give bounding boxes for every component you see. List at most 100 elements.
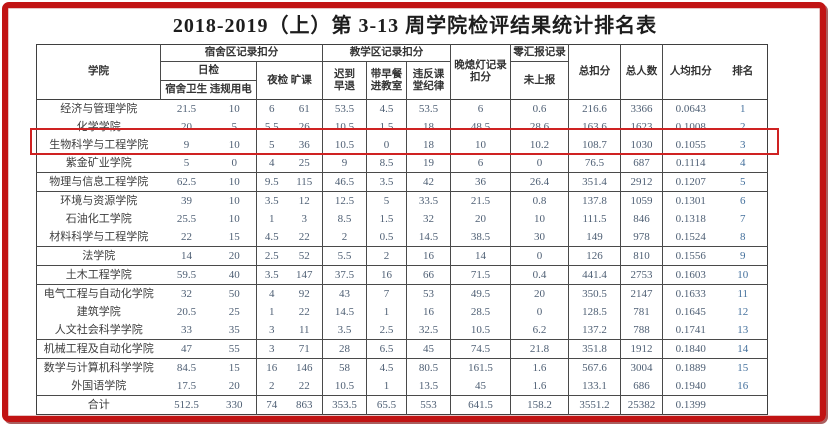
value-cell: 32.5 [406, 321, 452, 340]
value-cell: 15 [212, 358, 257, 377]
value-cell: 40 [212, 265, 257, 285]
value-cell: 35 [212, 321, 257, 340]
value-cell: 0.1114 [662, 154, 719, 173]
value-cell: 2 [322, 228, 367, 247]
table-row: 数学与计算机科学学院 84.5 15 16 146 58 4.5 80.5 161.5 1.6 56… [37, 358, 768, 377]
value-cell: 28.5 [450, 303, 512, 321]
value-cell: 1.6 [510, 377, 570, 396]
value-cell: 147 [286, 265, 323, 285]
value-cell: 0.1603 [662, 265, 719, 285]
value-cell: 2.5 [366, 321, 407, 340]
value-cell: 4 [269, 287, 275, 300]
value-cell: 16 [406, 246, 452, 266]
value-cell: 21.8 [510, 339, 570, 359]
value-cell: 1 [269, 305, 275, 318]
value-cell: 978 [620, 228, 664, 247]
table-row: 石油化工学院 25.5 10 1 3 8.5 1.5 32 20 10 111.5 846 0.1318… [37, 210, 768, 228]
college-name-cell: 外国语学院 [36, 377, 161, 396]
value-cell: 10 [212, 210, 257, 228]
value-cell: 4 [256, 154, 287, 173]
rank-cell: 5 [718, 172, 768, 192]
value-cell: 3.5 [322, 321, 367, 340]
value-cell: 115 [286, 172, 323, 192]
value-cell: 0.1399 [675, 398, 706, 411]
value-cell: 71 [286, 339, 323, 359]
value-cell: 0.0643 [662, 99, 719, 118]
value-cell: 9 [183, 138, 190, 151]
college-name-cell: 人文社会科学学院 [36, 321, 161, 340]
value-cell: 1.6 [510, 358, 570, 377]
value-cell: 30 [510, 228, 570, 247]
table-row: 建筑学院 20.5 25 1 22 14.5 1 16 28.5 0 128.5 781 0.1645 1… [37, 303, 768, 321]
table-row: 外国语学院 17.5 20 2 22 10.5 1 13.5 45 1.6 133.1 686 0.19… [36, 377, 768, 396]
value-cell: 25.5 [176, 212, 197, 225]
rank-cell: 12 [737, 305, 749, 318]
value-cell: 0 [510, 154, 570, 173]
rank-cell: 3 [740, 138, 746, 151]
value-cell: 10 [212, 191, 257, 210]
value-cell: 55 [212, 339, 257, 359]
row-highlight-annotation [30, 128, 779, 155]
value-cell: 14 [160, 246, 213, 266]
header-rank: 排名 [732, 66, 754, 78]
header-total-deduction: 总扣分 [568, 44, 622, 100]
value-cell: 25 [212, 303, 257, 321]
rank-cell: 9 [718, 246, 768, 266]
value-cell: 149 [568, 228, 622, 247]
value-cell: 0.1055 [675, 138, 706, 151]
value-cell: 13.5 [406, 377, 452, 396]
value-cell: 10 [450, 136, 512, 154]
value-cell: 20 [181, 120, 192, 133]
value-cell: 21.5 [450, 191, 512, 210]
value-cell: 3551.2 [568, 395, 622, 415]
value-cell: 53.5 [406, 99, 452, 118]
value-cell: 20 [212, 246, 257, 266]
table-row: 土木工程学院 59.5 40 3.5 147 37.5 16 66 71.5 0.4 441.4 27… [36, 265, 768, 285]
value-cell: 2147 [620, 284, 664, 303]
value-cell: 1 [366, 303, 407, 321]
value-cell: 74 [266, 398, 278, 411]
value-cell: 37.5 [322, 265, 367, 285]
value-cell: 19 [406, 154, 452, 173]
value-cell: 18 [406, 118, 452, 136]
value-cell: 353.5 [322, 395, 367, 415]
value-cell: 1912 [620, 339, 664, 359]
value-cell: 6 [450, 99, 512, 118]
value-cell: 14 [450, 246, 512, 266]
value-cell: 43 [322, 284, 367, 303]
value-cell: 3.5 [366, 172, 407, 192]
table-row: 紫金矿业学院 5 0 4 25 9 8.5 19 6 0 76.5 687 0.1114 4 [36, 154, 768, 173]
table-row: 环境与资源学院 39 10 3.5 12 12.5 5 33.5 21.5 0.8 137.8 105… [37, 191, 768, 210]
value-cell: 28 [322, 339, 367, 359]
rank-cell: 1 [718, 99, 768, 118]
value-cell: 3 [286, 210, 323, 228]
rank-cell: 11 [737, 287, 749, 300]
value-cell: 441.4 [568, 265, 622, 285]
value-cell: 1030 [620, 136, 664, 154]
value-cell: 10.2 [510, 136, 570, 154]
value-cell: 10.5 [450, 321, 512, 340]
rank-cell: 2 [740, 120, 746, 133]
rank-cell: 8 [718, 228, 768, 247]
value-cell: 53.5 [322, 99, 367, 118]
header-total-people: 总人数 [620, 44, 664, 100]
value-cell: 10 [212, 99, 257, 118]
value-cell: 10 [212, 172, 257, 192]
header-late-early: 迟到 早退 [322, 61, 367, 100]
value-cell: 10 [212, 136, 257, 154]
table-row: 法学院 14 20 2.5 52 5.5 2 16 14 0 126 810 0.1556 9 [36, 246, 768, 266]
header-per-capita: 人均扣分 [669, 66, 712, 78]
value-cell: 18 [406, 136, 452, 154]
table-body: 经济与管理学院 21.5 10 6 61 53.5 4.5 53.5 6 0.6 216.6 3366… [36, 99, 768, 415]
value-cell: 10.5 [322, 377, 367, 396]
value-cell: 3.5 [264, 194, 279, 207]
value-cell: 25 [286, 154, 323, 173]
value-cell: 12 [286, 191, 323, 210]
value-cell: 1059 [620, 191, 664, 210]
value-cell: 8.5 [366, 154, 407, 173]
value-cell: 8.5 [322, 210, 367, 228]
value-cell: 567.6 [568, 358, 622, 377]
value-cell: 0.1645 [675, 305, 706, 318]
header-day-check: 日检 [160, 61, 257, 81]
value-cell: 2 [366, 246, 407, 266]
